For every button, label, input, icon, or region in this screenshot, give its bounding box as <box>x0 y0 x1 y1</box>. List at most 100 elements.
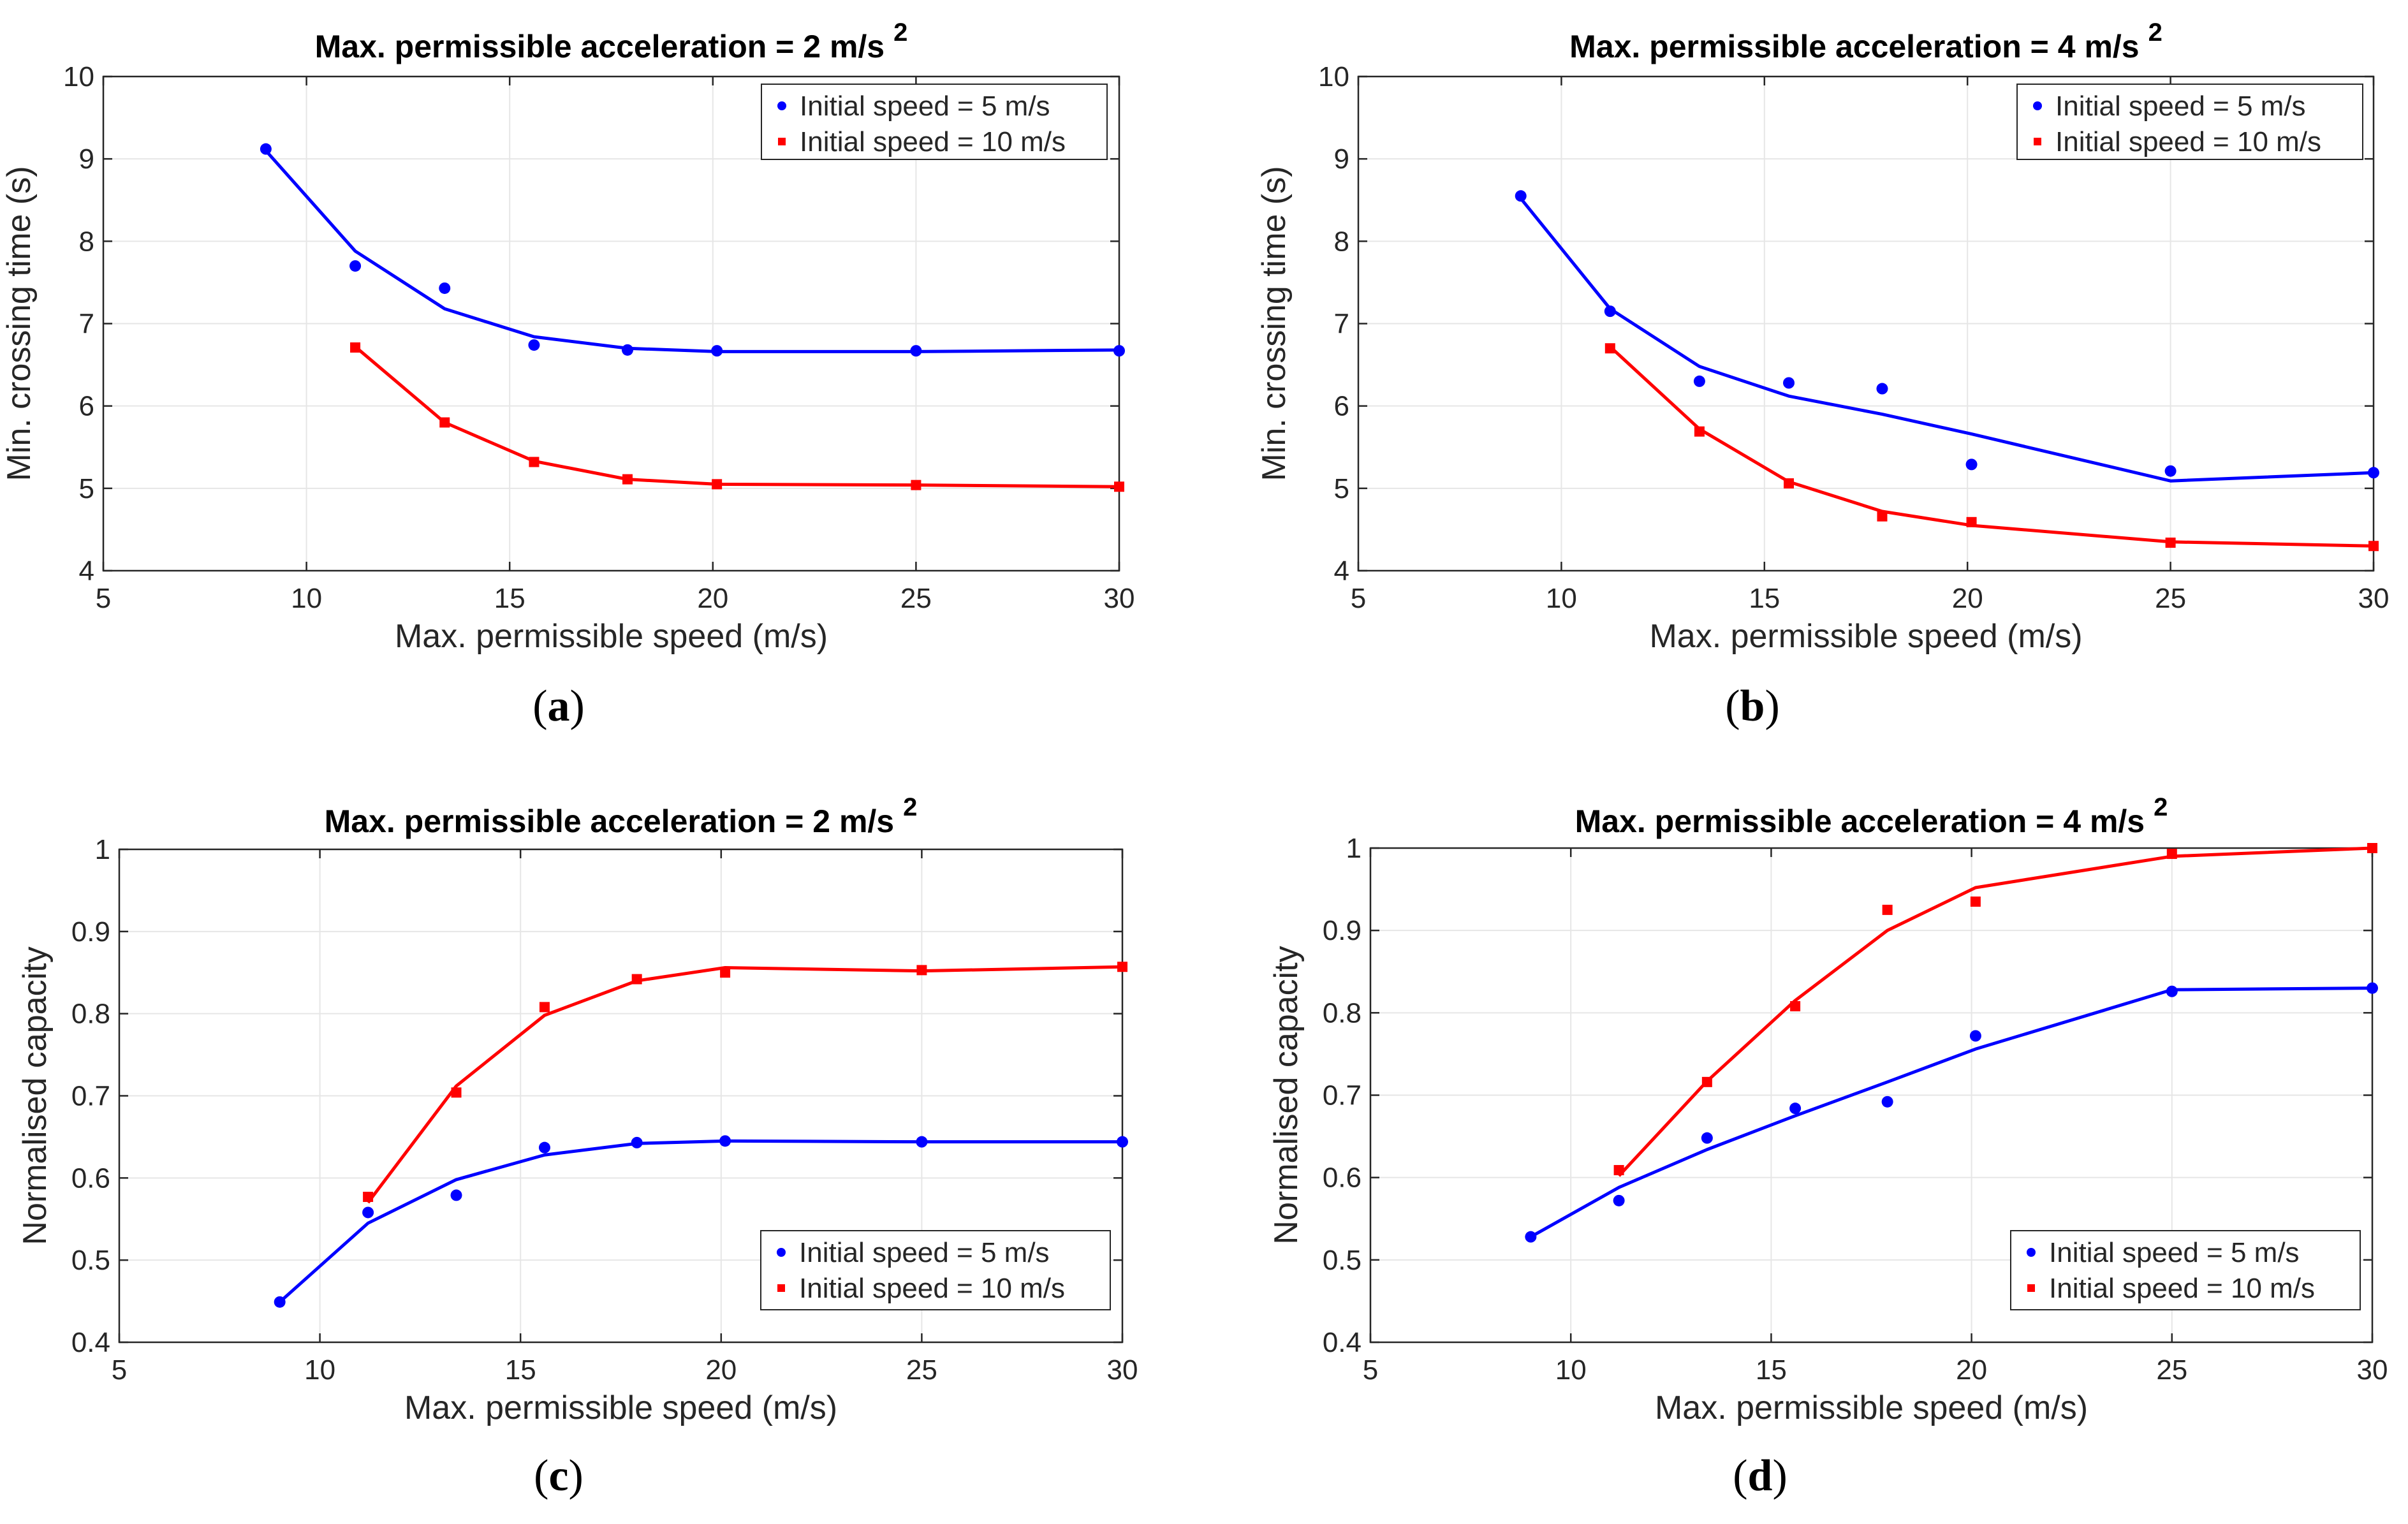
series-1 <box>1515 190 2379 483</box>
x-tick-label: 5 <box>1351 583 1366 614</box>
x-tick-label: 30 <box>1107 1354 1138 1386</box>
chart-title-superscript: 2 <box>903 793 917 821</box>
axes-box <box>102 75 1120 572</box>
data-point <box>1965 458 1978 471</box>
y-tick-label: 8 <box>1334 226 1349 257</box>
y-tick-label: 10 <box>63 61 94 92</box>
data-point <box>2166 849 2177 860</box>
series-line <box>1530 986 2373 1238</box>
data-point <box>1784 478 1795 489</box>
data-point <box>719 1135 731 1147</box>
series-line <box>1519 197 2374 483</box>
chart-panel-d: 5 10 15 20 25 30 0.4 0.5 0.6 0.7 0.8 0.9 1 Max. permi… <box>1268 793 2388 1426</box>
series-1 <box>1525 982 2378 1243</box>
data-point <box>529 457 540 467</box>
legend-label: Initial speed = 5 m/s <box>2055 91 2306 122</box>
data-point <box>1117 1136 1128 1148</box>
data-point <box>911 480 921 490</box>
data-point <box>1881 1095 1893 1108</box>
data-point <box>1604 343 1615 354</box>
data-point <box>2368 467 2379 479</box>
legend: Initial speed = 5 m/s Initial speed = 10 … <box>2010 1230 2361 1310</box>
data-point <box>910 345 922 357</box>
y-tick-label: 0.6 <box>1323 1162 1362 1194</box>
series-2 <box>350 342 1124 492</box>
data-point <box>1701 1132 1713 1144</box>
y-axis-label: Normalised capacity <box>17 946 54 1245</box>
legend-label: Initial speed = 5 m/s <box>800 91 1050 122</box>
data-point <box>2367 982 2378 994</box>
x-axis-label: Max. permissible speed (m/s) <box>395 618 828 655</box>
x-tick-label: 5 <box>1363 1354 1378 1386</box>
y-tick-label: 5 <box>79 473 94 504</box>
x-tick-label: 15 <box>1749 583 1780 614</box>
data-point <box>1693 375 1705 387</box>
y-axis-label: Min. crossing time (s) <box>1 166 38 481</box>
legend: Initial speed = 5 m/s Initial speed = 10 … <box>760 1230 1111 1310</box>
chart-title-text: Max. permissible acceleration = 4 m/s <box>1575 803 2145 839</box>
chart-title: Max. permissible acceleration = 2 m/s 2 <box>315 18 908 64</box>
x-tick-label: 30 <box>2357 1354 2388 1386</box>
legend-marker <box>777 1248 786 1257</box>
legend: Initial speed = 5 m/s Initial speed = 10 … <box>2016 84 2363 160</box>
y-tick-label: 6 <box>79 391 94 422</box>
x-tick-label: 10 <box>291 583 322 614</box>
x-tick-label: 20 <box>705 1354 737 1386</box>
data-point <box>720 967 731 978</box>
y-tick-label: 9 <box>79 143 94 175</box>
y-tick-label: 4 <box>79 555 94 587</box>
data-point <box>916 965 927 976</box>
legend-marker <box>2033 101 2042 110</box>
chart-title-text: Max. permissible acceleration = 2 m/s <box>325 803 895 839</box>
x-tick-label: 5 <box>112 1354 127 1386</box>
y-tick-label: 8 <box>79 226 94 257</box>
data-point <box>1525 1231 1537 1243</box>
legend-label: Initial speed = 5 m/s <box>2049 1237 2300 1268</box>
data-point <box>1117 962 1127 972</box>
data-point <box>439 282 451 294</box>
data-point <box>2166 985 2178 997</box>
x-tick-label: 20 <box>1956 1354 1987 1386</box>
legend-marker <box>2034 138 2041 145</box>
x-tick-label: 30 <box>1104 583 1135 614</box>
x-tick-label: 30 <box>2358 583 2390 614</box>
chart-title: Max. permissible acceleration = 4 m/s 2 <box>1569 18 2162 64</box>
panel-label-d: (d) <box>1733 1451 1788 1500</box>
data-point <box>1969 1030 1981 1042</box>
data-point <box>1701 1076 1712 1087</box>
legend-box <box>2016 84 2363 160</box>
chart-panel-c: 5 10 15 20 25 30 0.4 0.5 0.6 0.7 0.8 0.9 1 Max. permi… <box>17 793 1138 1426</box>
x-tick-label: 25 <box>2155 583 2186 614</box>
data-point <box>1966 517 1977 527</box>
y-tick-label: 7 <box>1334 309 1349 340</box>
series-2 <box>1604 343 2379 552</box>
x-tick-label: 20 <box>697 583 728 614</box>
data-point <box>1790 1001 1801 1011</box>
data-point <box>1113 345 1125 357</box>
legend-label: Initial speed = 10 m/s <box>799 1273 1065 1304</box>
data-point <box>622 474 633 485</box>
y-tick-label: 0.8 <box>71 999 110 1030</box>
legend-marker <box>777 101 786 110</box>
y-tick-label: 0.9 <box>71 916 110 948</box>
x-tick-label: 10 <box>1555 1354 1587 1386</box>
data-point <box>350 342 361 353</box>
y-tick-label: 0.9 <box>1323 915 1362 946</box>
x-tick-label: 10 <box>304 1354 335 1386</box>
series-1 <box>260 143 1125 357</box>
chart-title-text: Max. permissible acceleration = 2 m/s <box>315 29 885 64</box>
data-point <box>539 1002 550 1013</box>
chart-title-text: Max. permissible acceleration = 4 m/s <box>1569 29 2140 64</box>
y-tick-label: 6 <box>1334 391 1349 422</box>
axes-box <box>1369 847 2374 1344</box>
data-point <box>1604 305 1616 318</box>
data-point <box>349 260 362 272</box>
data-point <box>1876 383 1888 395</box>
y-tick-label: 9 <box>1334 143 1349 175</box>
legend-label: Initial speed = 5 m/s <box>799 1237 1050 1268</box>
x-tick-label: 20 <box>1952 583 1983 614</box>
y-tick-label: 1 <box>95 834 110 865</box>
